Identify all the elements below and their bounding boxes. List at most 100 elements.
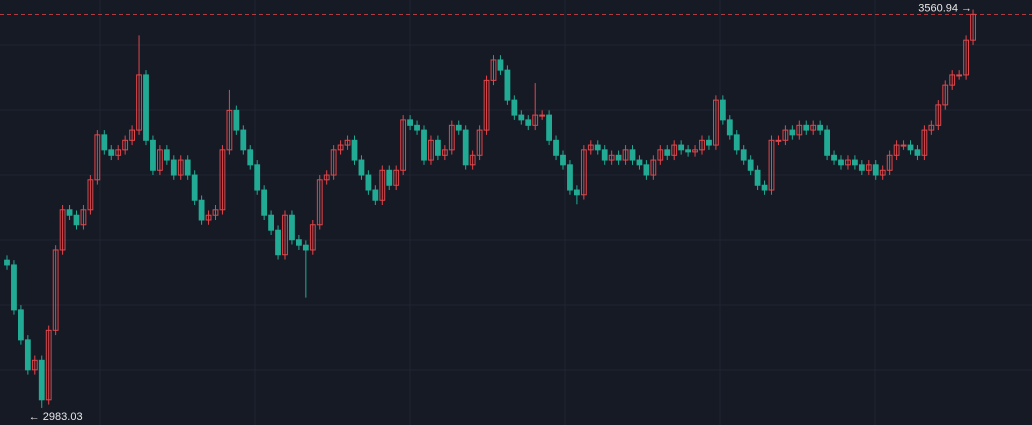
candle-body [594, 144, 601, 151]
candle-body [143, 74, 149, 141]
candle-body [803, 124, 810, 131]
candle-body [122, 139, 129, 151]
candle-body [949, 74, 956, 86]
candle-body [483, 79, 490, 131]
candle-body [372, 189, 379, 201]
candle-body [428, 139, 434, 161]
candle-body [275, 229, 281, 256]
candle-body [608, 154, 615, 161]
candle-body [421, 129, 427, 161]
candle-body [706, 139, 712, 146]
candle-body [177, 159, 184, 176]
candle-body [309, 224, 316, 251]
candle-body [233, 109, 240, 131]
candle-body [226, 109, 233, 151]
candle-body [865, 164, 872, 171]
candle-body [400, 119, 407, 171]
candle-body [858, 164, 865, 171]
candle-body [115, 149, 122, 156]
candle-body [289, 214, 295, 241]
candle-body [212, 209, 219, 216]
candle-body [497, 59, 504, 71]
candle-body [831, 154, 837, 161]
candle-body [643, 164, 650, 176]
candle-body [580, 149, 587, 196]
candle-body [462, 129, 469, 166]
candle-body [622, 149, 629, 161]
candle-body [518, 114, 525, 121]
candle-body [358, 159, 365, 176]
candle-body [838, 159, 844, 166]
candle-body [414, 124, 420, 131]
candle-body [393, 169, 400, 186]
candle-body [685, 149, 692, 153]
candle-body [678, 144, 685, 151]
candle-body [24, 339, 31, 371]
candle-body [163, 149, 170, 161]
candle-body [205, 214, 212, 221]
candle-body [441, 149, 448, 156]
candle-body [511, 99, 518, 116]
candle-body [852, 159, 858, 166]
candle-body [956, 74, 963, 77]
candle-body [671, 144, 678, 156]
candle-body [240, 129, 247, 151]
low-label: ← 2983.03 [29, 411, 83, 423]
candle-body [407, 119, 414, 126]
candle-body [337, 144, 344, 151]
candle-body [11, 264, 17, 311]
candle-body [817, 124, 824, 131]
candle-body [567, 164, 573, 191]
candle-body [254, 164, 261, 191]
candle-body [546, 114, 553, 141]
candle-body [296, 239, 302, 246]
candle-body [45, 329, 52, 401]
candle-body [504, 69, 511, 101]
candle-body [136, 74, 142, 131]
candle-body [636, 159, 643, 166]
candle-body [191, 174, 198, 201]
candle-body [157, 149, 163, 171]
candle-body [768, 139, 775, 191]
candle-body [810, 124, 817, 131]
candle-body [942, 84, 949, 106]
candle-body [170, 159, 177, 176]
candle-body [455, 124, 462, 131]
candle-body [789, 129, 796, 136]
candle-body [893, 144, 900, 156]
candle-body [872, 164, 879, 176]
candle-body [615, 154, 622, 161]
candle-body [907, 144, 914, 151]
candle-body [726, 119, 733, 136]
candle-body [469, 154, 476, 166]
candle-body [754, 169, 761, 186]
last-price-label: 3560.94 → [918, 2, 972, 14]
candle-body [330, 149, 337, 176]
candle-body [879, 169, 886, 176]
candle-body [18, 309, 24, 341]
candle-body [435, 139, 441, 156]
candle-body [261, 189, 268, 216]
candle-body [386, 169, 393, 186]
candle-body [963, 39, 970, 76]
candle-body [699, 139, 705, 151]
candle-body [66, 209, 73, 216]
candle-body [733, 134, 740, 151]
candle-body [344, 139, 351, 146]
candle-body [101, 134, 108, 151]
candle-body [761, 184, 768, 191]
candle-body [775, 139, 782, 142]
candle-body [928, 124, 935, 131]
candle-body [914, 149, 921, 156]
candle-body [657, 149, 664, 161]
candle-body [4, 259, 10, 266]
candle-body [316, 179, 323, 226]
candle-body [900, 144, 907, 147]
candle-body [365, 174, 372, 191]
candle-body [476, 129, 483, 156]
candle-body [247, 149, 254, 166]
candle-body [713, 99, 719, 146]
candle-body [719, 99, 726, 121]
candle-body [782, 129, 789, 141]
